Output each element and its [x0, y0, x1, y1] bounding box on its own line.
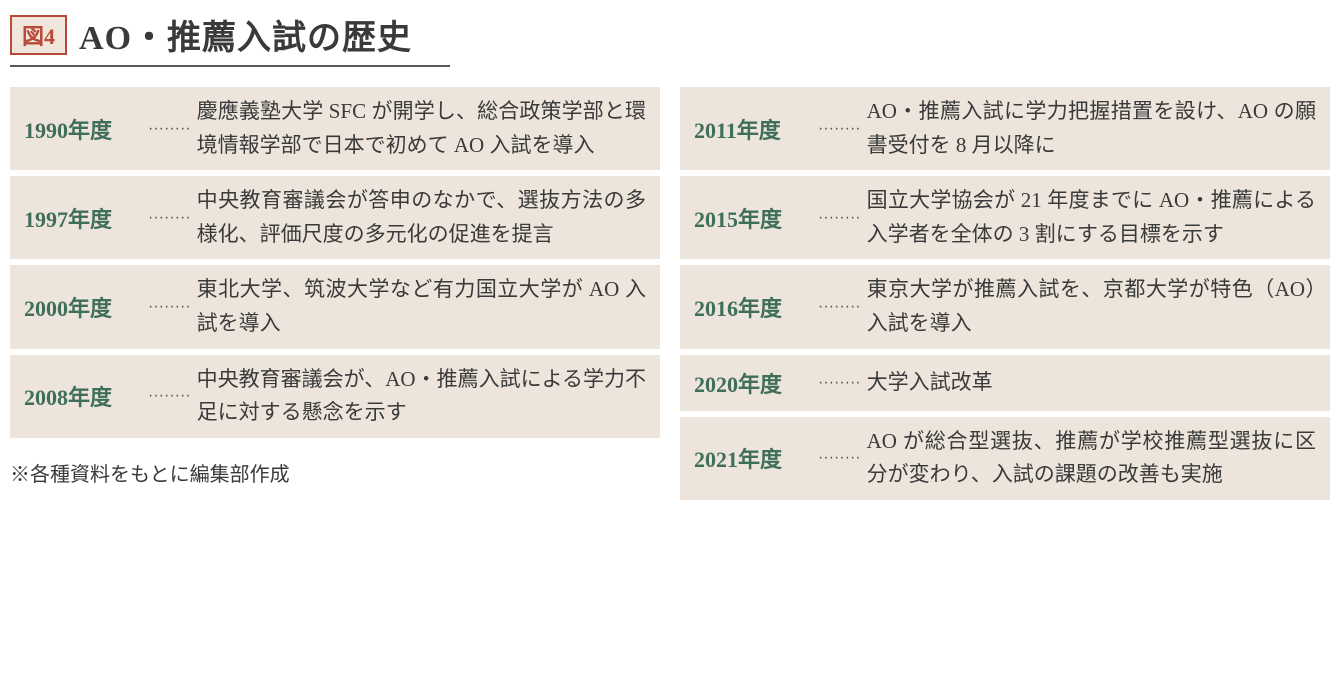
figure-label: 図4	[10, 15, 67, 55]
timeline-dots: ········	[148, 209, 191, 227]
timeline-desc: 国立大学協会が 21 年度までに AO・推薦による入学者を全体の 3 割にする目…	[867, 184, 1316, 251]
timeline-row: 2000年度 ········ 東北大学、筑波大学など有力国立大学が AO 入試…	[10, 265, 660, 348]
timeline-dots: ········	[818, 209, 861, 227]
timeline-year: 2011年度	[694, 113, 812, 145]
footnote: ※各種資料をもとに編集部作成	[10, 458, 660, 487]
timeline-desc: 中央教育審議会が、AO・推薦入試による学力不足に対する懸念を示す	[197, 363, 646, 430]
timeline-dots: ········	[148, 298, 191, 316]
timeline-year: 2021年度	[694, 442, 812, 474]
timeline-year: 2000年度	[24, 291, 142, 323]
timeline-desc: AO・推薦入試に学力把握措置を設け、AO の願書受付を 8 月以降に	[867, 95, 1316, 162]
timeline-dots: ········	[148, 120, 191, 138]
timeline-row: 2016年度 ········ 東京大学が推薦入試を、京都大学が特色（AO）入試…	[680, 265, 1330, 348]
timeline-dots: ········	[818, 120, 861, 138]
timeline-row: 2015年度 ········ 国立大学協会が 21 年度までに AO・推薦によ…	[680, 176, 1330, 259]
timeline-row: 2020年度 ········ 大学入試改革	[680, 355, 1330, 411]
timeline-desc: 東北大学、筑波大学など有力国立大学が AO 入試を導入	[197, 273, 646, 340]
timeline-dots: ········	[148, 387, 191, 405]
timeline-row: 2011年度 ········ AO・推薦入試に学力把握措置を設け、AO の願書…	[680, 87, 1330, 170]
timeline-right-column: 2011年度 ········ AO・推薦入試に学力把握措置を設け、AO の願書…	[680, 87, 1330, 500]
timeline-year: 2008年度	[24, 380, 142, 412]
timeline-desc: 大学入試改革	[867, 366, 993, 400]
timeline-left-column: 1990年度 ········ 慶應義塾大学 SFC が開学し、総合政策学部と環…	[10, 87, 660, 500]
timeline-dots: ········	[818, 449, 861, 467]
timeline-row: 1997年度 ········ 中央教育審議会が答申のなかで、選抜方法の多様化、…	[10, 176, 660, 259]
timeline-year: 1997年度	[24, 202, 142, 234]
timeline-year: 2020年度	[694, 367, 812, 399]
timeline-dots: ········	[818, 298, 861, 316]
figure-title: AO・推薦入試の歴史	[79, 10, 412, 59]
timeline-desc: AO が総合型選抜、推薦が学校推薦型選抜に区分が変わり、入試の課題の改善も実施	[867, 425, 1316, 492]
timeline-container: 1990年度 ········ 慶應義塾大学 SFC が開学し、総合政策学部と環…	[10, 87, 1330, 500]
timeline-row: 2021年度 ········ AO が総合型選抜、推薦が学校推薦型選抜に区分が…	[680, 417, 1330, 500]
timeline-desc: 慶應義塾大学 SFC が開学し、総合政策学部と環境情報学部で日本で初めて AO …	[197, 95, 646, 162]
timeline-row: 1990年度 ········ 慶應義塾大学 SFC が開学し、総合政策学部と環…	[10, 87, 660, 170]
timeline-row: 2008年度 ········ 中央教育審議会が、AO・推薦入試による学力不足に…	[10, 355, 660, 438]
timeline-dots: ········	[818, 374, 861, 392]
timeline-desc: 東京大学が推薦入試を、京都大学が特色（AO）入試を導入	[867, 273, 1316, 340]
timeline-desc: 中央教育審議会が答申のなかで、選抜方法の多様化、評価尺度の多元化の促進を提言	[197, 184, 646, 251]
timeline-year: 1990年度	[24, 113, 142, 145]
timeline-year: 2015年度	[694, 202, 812, 234]
figure-header: 図4 AO・推薦入試の歴史	[10, 10, 450, 67]
timeline-year: 2016年度	[694, 291, 812, 323]
